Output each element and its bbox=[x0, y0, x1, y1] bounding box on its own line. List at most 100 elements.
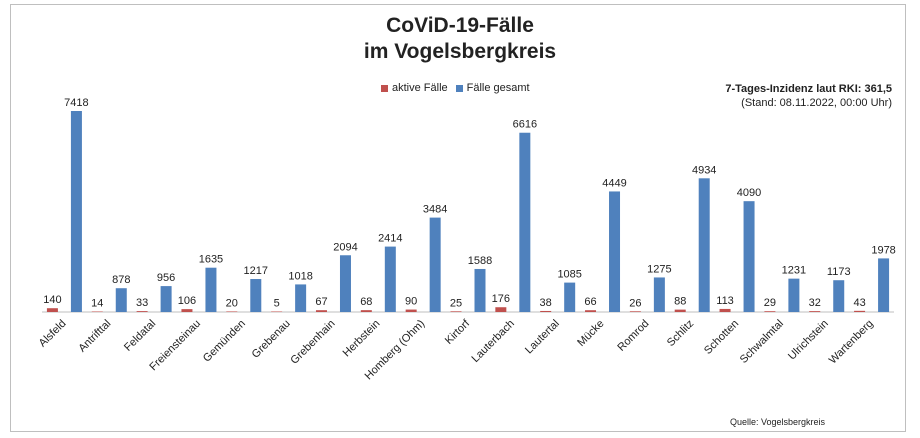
data-label-active: 33 bbox=[136, 297, 148, 309]
data-label-active: 140 bbox=[43, 294, 61, 306]
legend-item-total: Fälle gesamt bbox=[455, 82, 530, 94]
bar-active bbox=[764, 311, 776, 312]
x-tick-label: Romrod bbox=[615, 318, 651, 354]
bar-total bbox=[878, 258, 890, 312]
data-label-total: 1978 bbox=[871, 244, 895, 256]
data-label-active: 14 bbox=[91, 298, 103, 310]
incidence-text: 7-Tages-Inzidenz laut RKI: 361,5 bbox=[725, 83, 892, 95]
x-tick-label: Kirtorf bbox=[443, 317, 473, 347]
data-label-total: 2094 bbox=[333, 241, 357, 253]
bar-active bbox=[495, 307, 507, 312]
data-label-active: 90 bbox=[405, 296, 417, 308]
incidence-box: 7-Tages-Inzidenz laut RKI: 361,5 (Stand:… bbox=[725, 83, 892, 109]
data-label-total: 1018 bbox=[288, 270, 312, 282]
data-label-active: 32 bbox=[809, 297, 821, 309]
bar-active bbox=[226, 311, 238, 312]
data-label-active: 29 bbox=[764, 297, 776, 309]
legend-label-active: aktive Fälle bbox=[392, 82, 448, 94]
bar-total bbox=[564, 282, 576, 312]
x-tick-label: Feldatal bbox=[122, 318, 158, 354]
x-tick-label: Schotten bbox=[702, 318, 741, 357]
data-label-active: 5 bbox=[274, 298, 280, 310]
bar-total bbox=[519, 132, 531, 312]
bar-total bbox=[70, 111, 82, 312]
data-label-total: 4934 bbox=[692, 164, 716, 176]
bar-active bbox=[181, 309, 193, 312]
data-label-total: 1588 bbox=[468, 255, 492, 267]
legend-swatch-total bbox=[455, 84, 463, 92]
x-tick-label: Mücke bbox=[575, 318, 606, 349]
data-label-active: 106 bbox=[178, 295, 196, 307]
data-label-total: 1173 bbox=[827, 266, 851, 278]
x-tick-label: Alsfeld bbox=[37, 318, 69, 350]
bar-active bbox=[719, 308, 731, 312]
data-label-total: 2414 bbox=[378, 233, 402, 245]
legend-label-total: Fälle gesamt bbox=[466, 82, 530, 94]
bar-active bbox=[674, 309, 686, 312]
x-tick-label: Grebenhain bbox=[288, 318, 337, 367]
data-label-active: 88 bbox=[674, 296, 686, 308]
bar-total bbox=[250, 279, 262, 312]
bar-total bbox=[429, 217, 441, 312]
data-label-total: 878 bbox=[112, 274, 130, 286]
bar-total bbox=[474, 268, 486, 312]
stand-text: (Stand: 08.11.2022, 00:00 Uhr) bbox=[741, 97, 892, 109]
chart-subtitle: im Vogelsbergkreis bbox=[363, 40, 557, 63]
data-label-total: 1085 bbox=[557, 269, 581, 281]
data-label-total: 4090 bbox=[737, 187, 761, 199]
bar-total bbox=[833, 280, 845, 312]
chart-frame bbox=[10, 4, 906, 432]
bar-total bbox=[115, 288, 127, 312]
bar-total bbox=[295, 284, 307, 312]
legend-swatch-active bbox=[381, 84, 388, 92]
bar-active bbox=[271, 311, 283, 312]
bar-active bbox=[46, 308, 58, 312]
data-label-active: 66 bbox=[584, 296, 596, 308]
data-label-total: 3484 bbox=[423, 204, 447, 216]
bar-total bbox=[788, 278, 800, 312]
bar-active bbox=[540, 310, 552, 312]
bar-active bbox=[360, 310, 372, 312]
source-note: Quelle: Vogelsbergkreis bbox=[730, 417, 826, 427]
data-label-active: 113 bbox=[716, 295, 734, 307]
bar-total bbox=[698, 178, 710, 312]
data-label-active: 38 bbox=[540, 297, 552, 309]
x-tick-label: Grebenau bbox=[250, 318, 293, 361]
bar-active bbox=[629, 311, 641, 312]
x-tick-label: Wartenberg bbox=[827, 318, 876, 367]
bar-active bbox=[405, 309, 417, 312]
data-label-total: 1217 bbox=[244, 265, 268, 277]
bar-total bbox=[339, 255, 351, 312]
data-label-total: 7418 bbox=[64, 97, 88, 109]
data-label-total: 1275 bbox=[647, 263, 671, 275]
data-label-active: 67 bbox=[315, 296, 327, 308]
x-tick-label: Schwalmtal bbox=[738, 318, 786, 366]
bar-active bbox=[315, 310, 327, 312]
bar-active bbox=[809, 311, 821, 312]
data-label-total: 956 bbox=[157, 272, 175, 284]
bar-active bbox=[585, 310, 597, 312]
bar-active bbox=[91, 311, 103, 312]
bar-total bbox=[609, 191, 621, 312]
bar-total bbox=[160, 286, 172, 312]
legend: aktive Fälle Fälle gesamt bbox=[381, 82, 530, 94]
x-tick-label: Ulrichstein bbox=[786, 318, 831, 363]
data-label-active: 25 bbox=[450, 297, 462, 309]
data-label-active: 26 bbox=[629, 297, 641, 309]
bar-total bbox=[653, 277, 665, 312]
x-tick-label: Lauterbach bbox=[470, 318, 517, 365]
chart-title: CoViD-19-Fälle bbox=[386, 14, 534, 37]
data-label-total: 1231 bbox=[782, 265, 806, 277]
legend-item-active: aktive Fälle bbox=[381, 82, 448, 94]
x-tick-label: Antrifttal bbox=[76, 318, 113, 355]
bar-total bbox=[205, 267, 217, 312]
data-label-total: 4449 bbox=[602, 177, 626, 189]
x-tick-label: Lautertal bbox=[523, 318, 562, 357]
x-tick-label: Schlitz bbox=[665, 318, 696, 349]
x-tick-label: Herbstein bbox=[341, 318, 383, 360]
bar-active bbox=[854, 310, 866, 312]
bar-total bbox=[384, 246, 396, 312]
data-label-active: 20 bbox=[226, 297, 238, 309]
data-label-total: 6616 bbox=[513, 119, 537, 131]
